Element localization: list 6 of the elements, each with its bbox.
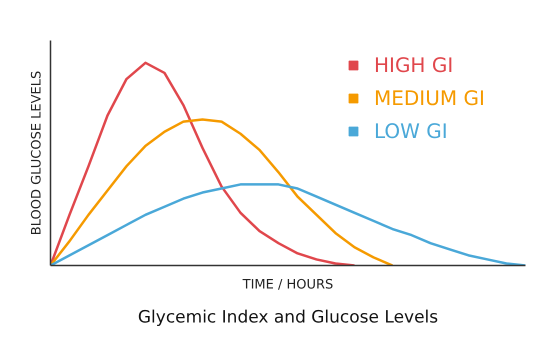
legend-label: MEDIUM GI bbox=[374, 86, 485, 110]
legend-label: LOW GI bbox=[374, 119, 448, 143]
legend-label: HIGH GI bbox=[374, 53, 454, 77]
y-axis-title: BLOOD GLUCOSE LEVELS bbox=[30, 70, 44, 236]
x-axis-title: TIME / HOURS bbox=[242, 278, 334, 292]
text: Glycemic Index and Glucose Levels bbox=[138, 308, 438, 328]
